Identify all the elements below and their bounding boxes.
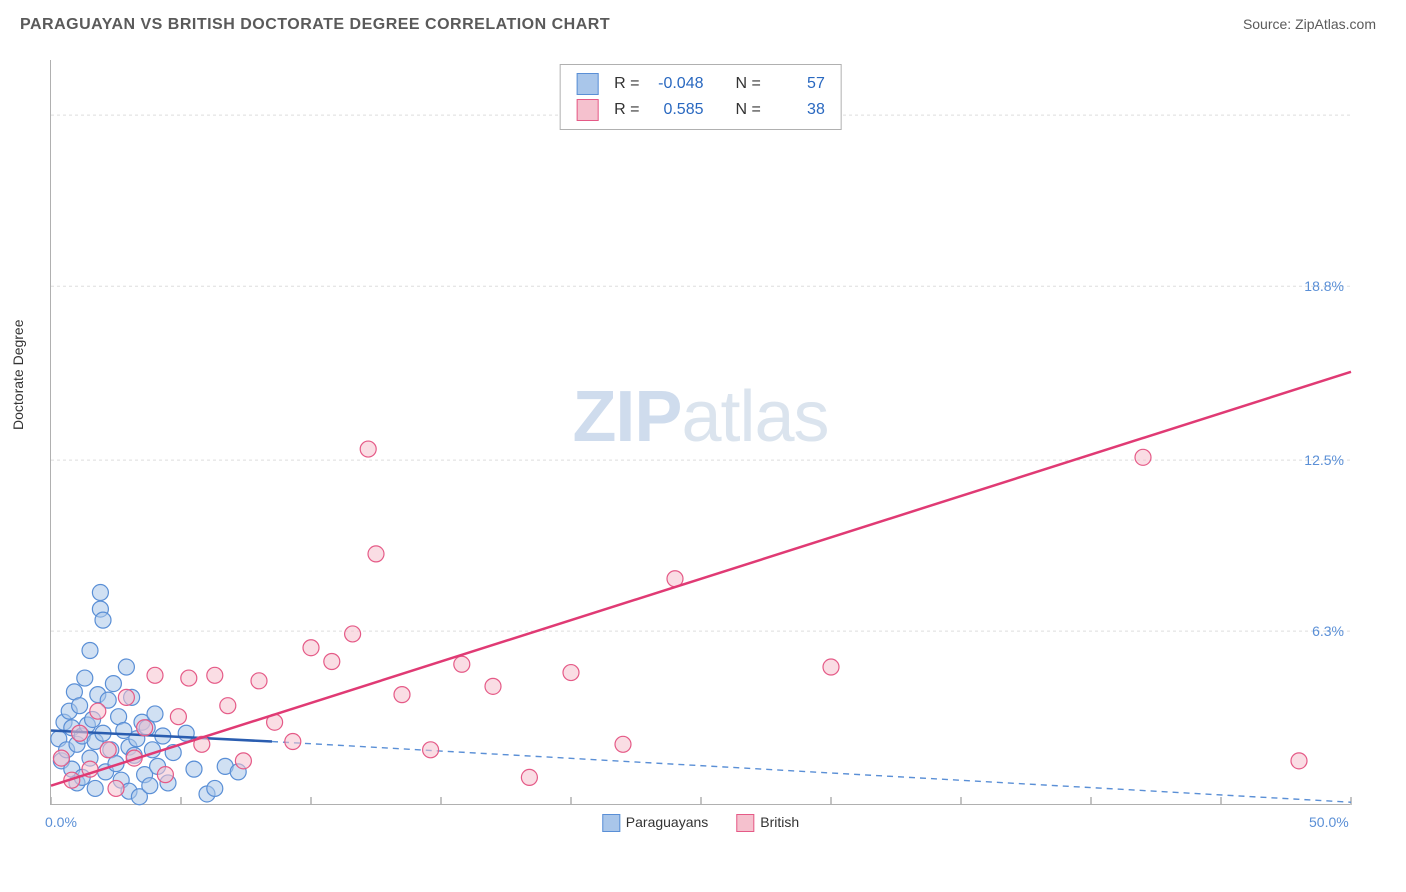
- scatter-point: [77, 670, 93, 686]
- series-legend-item: Paraguayans: [602, 814, 709, 832]
- scatter-point: [100, 742, 116, 758]
- scatter-point: [368, 546, 384, 562]
- scatter-point: [142, 778, 158, 794]
- y-tick-label: 12.5%: [1304, 452, 1344, 468]
- r-value: 0.585: [650, 101, 704, 119]
- scatter-point: [207, 667, 223, 683]
- scatter-point: [72, 725, 88, 741]
- correlation-legend-row: R = 0.585 N = 38: [576, 97, 825, 123]
- scatter-point: [82, 642, 98, 658]
- scatter-point: [105, 676, 121, 692]
- legend-swatch: [602, 814, 620, 832]
- scatter-point: [360, 441, 376, 457]
- y-tick-label: 6.3%: [1312, 623, 1344, 639]
- scatter-point: [92, 585, 108, 601]
- n-label: N =: [736, 101, 761, 119]
- scatter-point: [423, 742, 439, 758]
- n-label: N =: [736, 75, 761, 93]
- scatter-point: [90, 703, 106, 719]
- scatter-point: [108, 780, 124, 796]
- n-value: 57: [771, 75, 825, 93]
- series-label: British: [760, 814, 799, 830]
- scatter-point: [147, 667, 163, 683]
- scatter-point: [394, 687, 410, 703]
- scatter-point: [207, 780, 223, 796]
- y-tick-label: 18.8%: [1304, 278, 1344, 294]
- scatter-point: [1291, 753, 1307, 769]
- scatter-point: [186, 761, 202, 777]
- y-axis-label: Doctorate Degree: [10, 319, 26, 430]
- source-link[interactable]: ZipAtlas.com: [1295, 16, 1376, 32]
- scatter-point: [345, 626, 361, 642]
- source-label: Source:: [1243, 16, 1291, 32]
- x-tick-label: 50.0%: [1309, 814, 1349, 830]
- scatter-point: [137, 720, 153, 736]
- scatter-point: [147, 706, 163, 722]
- scatter-point: [563, 665, 579, 681]
- scatter-point: [454, 656, 470, 672]
- scatter-point: [823, 659, 839, 675]
- scatter-point: [303, 640, 319, 656]
- r-label: R =: [614, 75, 639, 93]
- r-value: -0.048: [650, 75, 704, 93]
- source-attribution: Source: ZipAtlas.com: [1243, 16, 1376, 32]
- scatter-point: [1135, 449, 1151, 465]
- scatter-point: [615, 736, 631, 752]
- x-tick-label: 0.0%: [45, 814, 77, 830]
- scatter-point: [235, 753, 251, 769]
- plot-area: ZIPatlas R =-0.048N =57R =0.585N =38 Par…: [50, 60, 1350, 805]
- trend-line: [51, 372, 1351, 786]
- scatter-point: [87, 780, 103, 796]
- scatter-point: [170, 709, 186, 725]
- chart-title: PARAGUAYAN VS BRITISH DOCTORATE DEGREE C…: [20, 16, 610, 34]
- scatter-point: [181, 670, 197, 686]
- scatter-point: [220, 698, 236, 714]
- scatter-point: [157, 767, 173, 783]
- scatter-point: [324, 654, 340, 670]
- scatter-point: [118, 689, 134, 705]
- correlation-legend-row: R = -0.048 N = 57: [576, 71, 825, 97]
- series-legend-item: British: [736, 814, 799, 832]
- scatter-point: [72, 698, 88, 714]
- n-value: 38: [771, 101, 825, 119]
- scatter-point: [118, 659, 134, 675]
- plot-svg: [51, 60, 1351, 805]
- r-label: R =: [614, 101, 639, 119]
- scatter-point: [53, 750, 69, 766]
- scatter-point: [251, 673, 267, 689]
- scatter-point: [95, 612, 111, 628]
- legend-swatch: [576, 99, 598, 121]
- correlation-legend: R = -0.048 N = 57 R = 0.585 N = 38: [559, 64, 842, 130]
- series-legend: Paraguayans British: [602, 814, 799, 832]
- scatter-point: [485, 678, 501, 694]
- scatter-point: [178, 725, 194, 741]
- legend-swatch: [576, 73, 598, 95]
- series-label: Paraguayans: [626, 814, 709, 830]
- scatter-point: [285, 734, 301, 750]
- chart-container: PARAGUAYAN VS BRITISH DOCTORATE DEGREE C…: [0, 0, 1406, 892]
- scatter-point: [521, 769, 537, 785]
- legend-swatch: [736, 814, 754, 832]
